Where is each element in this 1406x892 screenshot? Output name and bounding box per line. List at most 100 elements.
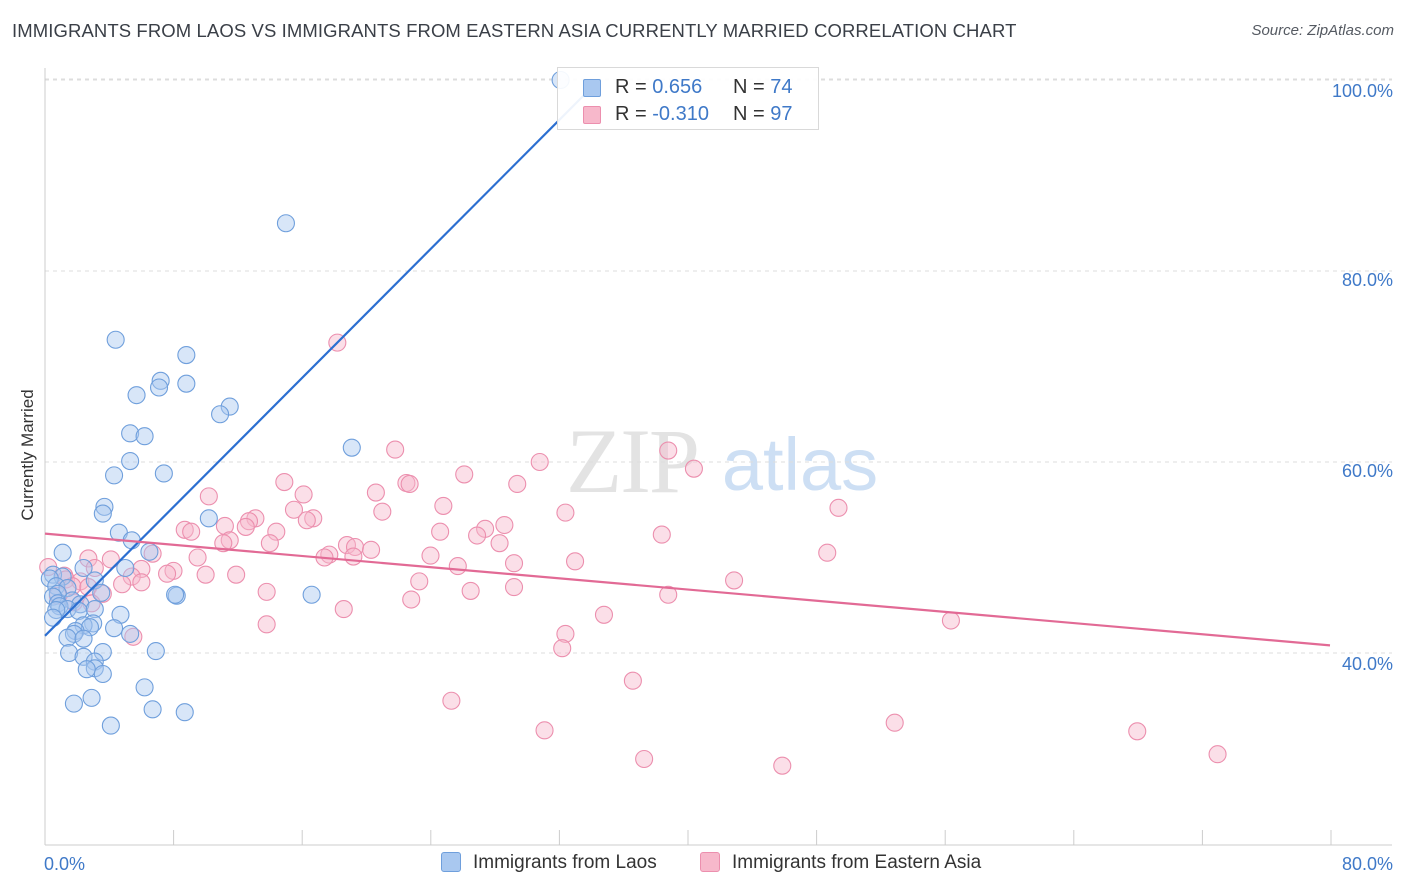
eastern-asia-point-16	[373, 502, 392, 521]
eastern-asia-point-27	[182, 522, 201, 541]
eastern-asia-point-30	[468, 526, 487, 545]
laos-point-64	[135, 678, 154, 697]
legend-n-label: N =	[733, 103, 765, 125]
eastern-asia-point-88	[1128, 722, 1147, 741]
laos-point-34	[166, 585, 185, 604]
watermark-atlas: atlas	[722, 423, 878, 506]
legend-row-eastern-asia: R = -0.310 N = 97	[558, 99, 818, 129]
eastern-asia-point-3	[530, 452, 549, 472]
laos-point-23	[74, 558, 93, 578]
series-eastern-asia-points	[39, 333, 1227, 775]
watermark: ZIP atlas	[566, 410, 878, 512]
laos-point-35	[302, 585, 321, 604]
eastern-asia-point-80	[257, 615, 276, 634]
x-tick-label-min: 0.0%	[44, 854, 85, 874]
eastern-asia-point-17	[556, 503, 575, 522]
eastern-asia-point-11	[294, 485, 313, 504]
series-laos-points	[40, 70, 570, 735]
eastern-asia-point-53	[132, 559, 151, 579]
eastern-asia-point-19	[239, 512, 259, 531]
eastern-asia-point-45	[188, 548, 207, 567]
correlation-legend: R = 0.656 N = 74 R = -0.310 N = 97	[557, 67, 819, 130]
laos-point-49	[80, 618, 100, 637]
eastern-asia-point-81	[556, 624, 575, 643]
eastern-asia-point-70	[461, 581, 480, 600]
legend-n-value-eastern-asia: 97	[770, 103, 793, 125]
eastern-asia-point-68	[504, 578, 524, 597]
eastern-asia-point-77	[334, 600, 353, 619]
legend-swatch-laos	[583, 79, 601, 97]
laos-point-3	[177, 345, 196, 365]
eastern-asia-point-79	[941, 611, 960, 630]
legend-row-laos: R = 0.656 N = 74	[558, 72, 818, 102]
laos-point-38	[48, 594, 67, 613]
laos-point-14	[154, 464, 173, 483]
laos-point-22	[53, 543, 72, 562]
laos-point-66	[64, 694, 83, 713]
eastern-asia-point-87	[535, 721, 554, 740]
eastern-asia-point-29	[652, 525, 671, 544]
y-tick-labels: 40.0% 60.0% 80.0% 100.0%	[1332, 81, 1393, 674]
legend-swatch-laos	[441, 852, 461, 872]
laos-point-21	[140, 542, 159, 561]
laos-point-1	[276, 214, 295, 233]
eastern-asia-point-65	[113, 575, 132, 594]
laos-point-13	[121, 451, 140, 471]
trend-line-eastern-asia	[44, 532, 1331, 647]
laos-point-33	[167, 586, 186, 605]
x-tick-labels: 0.0% 80.0%	[44, 854, 1393, 874]
laos-point-63	[93, 664, 112, 684]
eastern-asia-point-84	[623, 671, 642, 690]
laos-point-17	[93, 504, 112, 523]
y-tick-label-80: 80.0%	[1342, 270, 1393, 290]
laos-point-50	[105, 619, 124, 638]
eastern-asia-point-74	[402, 590, 421, 609]
eastern-asia-point-26	[175, 520, 194, 539]
legend-n-value-laos: 74	[770, 76, 793, 98]
trend-line-laos	[44, 83, 596, 637]
eastern-asia-point-22	[495, 515, 514, 535]
eastern-asia-point-64	[725, 571, 744, 590]
eastern-asia-point-82	[124, 627, 143, 646]
laos-point-6	[149, 378, 169, 397]
laos-point-57	[146, 642, 165, 661]
chart-title: IMMIGRANTS FROM LAOS VS IMMIGRANTS FROM …	[12, 20, 1017, 41]
legend-n-label: N =	[733, 76, 765, 98]
eastern-asia-point-8	[400, 474, 419, 494]
eastern-asia-point-47	[101, 550, 120, 569]
series-legend: Immigrants from Laos Immigrants from Eas…	[0, 852, 1406, 878]
eastern-asia-point-43	[421, 546, 440, 565]
eastern-asia-point-39	[143, 544, 162, 563]
eastern-asia-point-49	[504, 554, 524, 573]
eastern-asia-point-41	[818, 543, 837, 562]
eastern-asia-point-34	[214, 534, 233, 553]
eastern-asia-point-31	[431, 522, 450, 541]
legend-item-eastern-asia[interactable]: Immigrants from Eastern Asia	[700, 852, 981, 874]
source-label: Source: ZipAtlas.com	[1251, 22, 1394, 39]
eastern-asia-point-46	[79, 549, 98, 568]
eastern-asia-point-89	[635, 749, 654, 769]
laos-point-2	[106, 330, 125, 349]
laos-point-46	[43, 608, 63, 627]
eastern-asia-point-78	[594, 605, 614, 624]
eastern-asia-point-5	[455, 465, 474, 484]
eastern-asia-point-15	[829, 498, 848, 517]
eastern-asia-point-91	[773, 756, 792, 775]
eastern-asia-point-38	[362, 540, 381, 559]
laos-point-5	[177, 374, 196, 393]
eastern-asia-point-24	[297, 511, 316, 530]
legend-item-laos[interactable]: Immigrants from Laos	[441, 852, 657, 874]
legend-r-value-laos: 0.656	[652, 76, 703, 98]
laos-point-18	[199, 509, 218, 528]
y-tick-label-40: 40.0%	[1342, 654, 1393, 674]
eastern-asia-point-10	[366, 483, 385, 502]
laos-point-15	[105, 466, 124, 485]
laos-point-53	[121, 624, 140, 643]
eastern-asia-point-63	[410, 572, 429, 591]
eastern-asia-point-23	[236, 517, 255, 536]
legend-label-eastern-asia: Immigrants from Eastern Asia	[732, 852, 982, 873]
grid-lines	[45, 78, 1392, 654]
laos-point-8	[220, 397, 239, 416]
laos-point-54	[58, 628, 77, 647]
